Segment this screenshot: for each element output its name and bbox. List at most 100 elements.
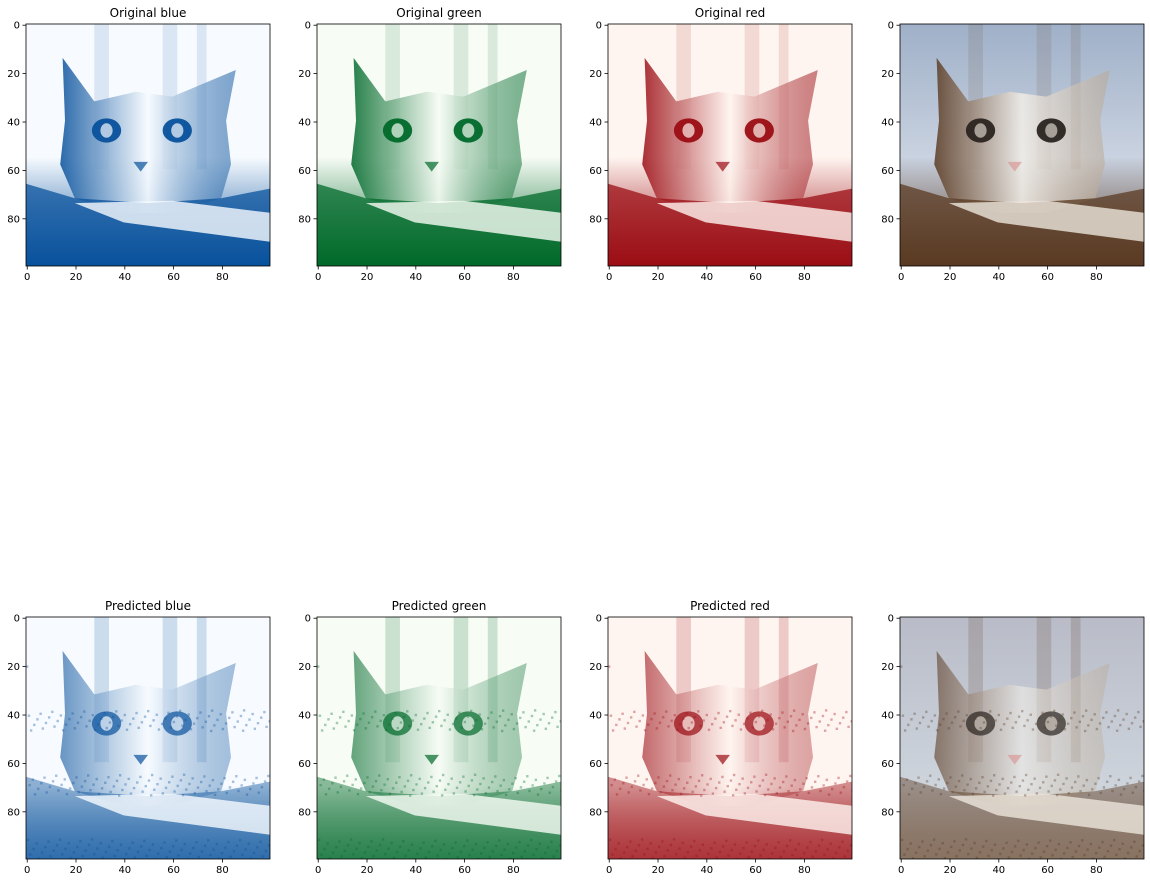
y-tick-label: 20	[589, 662, 602, 673]
panel-image	[317, 617, 561, 859]
x-tick-label: 60	[458, 865, 471, 876]
x-tick-label: 40	[118, 272, 131, 283]
panel-predicted-blue: Predicted blue 0 20 40 60 80 0 20 40 60 80	[7, 599, 271, 876]
y-tick-label: 0	[888, 614, 894, 625]
panel-image	[900, 24, 1144, 266]
panel-title: Predicted green	[392, 599, 487, 613]
x-tick-label: 20	[70, 272, 83, 283]
x-tick-label: 80	[798, 865, 811, 876]
panel-original-blue: Original blue 0 20 40 60 80 0 20 40 60 80	[7, 6, 271, 283]
panel-original-rgb: 0 20 40 60 80 0 20 40 60 80	[881, 21, 1145, 283]
panel-predicted-rgb: 0 20 40 60 80 0 20 40 60 80	[881, 614, 1145, 876]
x-tick-label: 80	[507, 865, 520, 876]
panel-image	[608, 617, 852, 859]
axes-frame	[316, 23, 562, 267]
panel-image	[26, 617, 270, 859]
y-tick-label: 20	[881, 69, 894, 80]
y-tick-label: 80	[589, 214, 602, 225]
axes-frame	[607, 23, 853, 267]
panel-image	[900, 617, 1144, 859]
y-tick-label: 80	[881, 214, 894, 225]
y-tick-label: 20	[298, 69, 311, 80]
y-tick-label: 0	[596, 21, 602, 32]
y-tick-label: 80	[881, 807, 894, 818]
panel-predicted-green: Predicted green 0 20 40 60 80 0 20 40 60 80	[298, 599, 562, 876]
x-tick-label: 80	[1090, 865, 1103, 876]
axes-frame	[607, 616, 853, 860]
x-tick-label: 0	[24, 272, 30, 283]
panel-image	[317, 24, 561, 266]
y-tick-label: 40	[881, 711, 894, 722]
y-tick-label: 80	[7, 214, 20, 225]
y-tick-label: 60	[298, 759, 311, 770]
y-tick-label: 20	[589, 69, 602, 80]
x-tick-label: 60	[167, 865, 180, 876]
y-tick-label: 20	[7, 69, 20, 80]
x-tick-label: 20	[70, 865, 83, 876]
x-tick-label: 0	[24, 865, 30, 876]
x-tick-label: 80	[216, 865, 229, 876]
y-tick-label: 60	[7, 166, 20, 177]
x-tick-label: 0	[898, 865, 904, 876]
x-tick-label: 80	[1090, 272, 1103, 283]
y-tick-label: 40	[589, 118, 602, 129]
y-tick-label: 20	[7, 662, 20, 673]
y-tick-label: 0	[305, 614, 311, 625]
y-tick-label: 60	[881, 166, 894, 177]
y-tick-label: 40	[7, 711, 20, 722]
y-tick-label: 40	[298, 711, 311, 722]
y-tick-label: 20	[298, 662, 311, 673]
y-tick-label: 60	[298, 166, 311, 177]
y-tick-label: 80	[589, 807, 602, 818]
y-tick-label: 80	[7, 807, 20, 818]
x-tick-label: 40	[700, 865, 713, 876]
panel-predicted-red: Predicted red 0 20 40 60 80 0 20 40 60 80	[589, 599, 853, 876]
y-tick-label: 0	[14, 614, 20, 625]
y-tick-label: 80	[298, 807, 311, 818]
x-tick-label: 20	[652, 865, 665, 876]
axes-frame	[25, 23, 271, 267]
x-tick-label: 80	[507, 272, 520, 283]
axes-frame	[899, 616, 1145, 860]
x-tick-label: 0	[606, 272, 612, 283]
y-tick-label: 80	[298, 214, 311, 225]
x-tick-label: 40	[700, 272, 713, 283]
y-tick-label: 20	[881, 662, 894, 673]
y-tick-label: 0	[305, 21, 311, 32]
x-tick-label: 20	[361, 865, 374, 876]
y-tick-label: 0	[596, 614, 602, 625]
x-tick-label: 80	[798, 272, 811, 283]
x-tick-label: 20	[944, 272, 957, 283]
y-tick-label: 40	[881, 118, 894, 129]
panel-title: Original green	[396, 6, 481, 20]
panel-original-red: Original red 0 20 40 60 80 0 20 40 60 80	[589, 6, 853, 283]
panel-image	[608, 24, 852, 266]
panel-title: Predicted red	[690, 599, 770, 613]
x-tick-label: 40	[409, 865, 422, 876]
x-tick-label: 20	[944, 865, 957, 876]
y-tick-label: 0	[888, 21, 894, 32]
x-tick-label: 60	[749, 272, 762, 283]
x-tick-label: 40	[992, 272, 1005, 283]
x-tick-label: 0	[606, 865, 612, 876]
panel-title: Original red	[695, 6, 765, 20]
axes-frame	[25, 616, 271, 860]
x-tick-label: 60	[458, 272, 471, 283]
x-tick-label: 20	[361, 272, 374, 283]
x-tick-label: 60	[1041, 865, 1054, 876]
x-tick-label: 40	[992, 865, 1005, 876]
axes-frame	[899, 23, 1145, 267]
x-tick-label: 40	[409, 272, 422, 283]
x-tick-label: 80	[216, 272, 229, 283]
x-tick-label: 40	[118, 865, 131, 876]
y-tick-label: 40	[7, 118, 20, 129]
x-tick-label: 0	[315, 865, 321, 876]
y-tick-label: 60	[7, 759, 20, 770]
y-tick-label: 40	[298, 118, 311, 129]
y-tick-label: 40	[589, 711, 602, 722]
y-tick-label: 60	[589, 166, 602, 177]
x-tick-label: 60	[1041, 272, 1054, 283]
y-tick-label: 60	[589, 759, 602, 770]
y-tick-label: 0	[14, 21, 20, 32]
